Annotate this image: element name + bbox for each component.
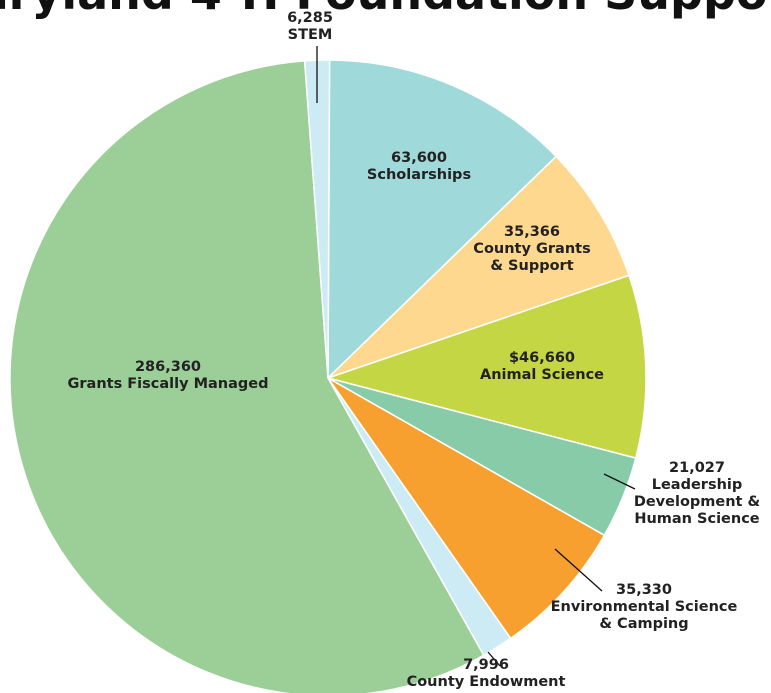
leader-line	[554, 548, 603, 592]
slice-label-stem: 6,285 STEM	[287, 10, 333, 43]
slice-value: 286,360	[135, 359, 201, 375]
slice-label-county-grants-support: 35,366 County Grants & Support	[473, 224, 590, 274]
slice-value: 35,366	[504, 224, 560, 240]
slice-label-environmental-science-camping: 35,330 Environmental Science & Camping	[551, 582, 738, 632]
slice-category: Human Science	[634, 511, 759, 527]
slice-value: 63,600	[391, 150, 447, 166]
chart-title: Maryland 4-H Foundation Support	[0, 0, 771, 20]
slice-category: County Endowment	[407, 674, 566, 690]
slice-value: 21,027	[669, 460, 725, 476]
pie-slice-environmental-science-camping	[327, 377, 606, 640]
slice-value: $46,660	[509, 350, 575, 366]
slice-label-scholarships: 63,600 Scholarships	[367, 150, 471, 183]
slice-value: 7,996	[463, 657, 509, 673]
pie-slice-grants-fiscally-managed	[9, 60, 485, 693]
slice-category: County Grants	[473, 241, 590, 257]
pie-slices	[9, 59, 647, 693]
leader-line	[603, 473, 636, 490]
slice-category: Animal Science	[480, 367, 604, 383]
slice-labels: 63,600 Scholarships 35,366 County Grants & S…	[67, 10, 760, 690]
slice-category: & Support	[490, 258, 573, 274]
slice-value: 35,330	[616, 582, 672, 598]
slice-label-county-endowment: 7,996 County Endowment	[407, 657, 566, 690]
slice-category: Scholarships	[367, 167, 471, 183]
slice-value: 6,285	[287, 10, 333, 26]
pie-slice-county-grants-support	[327, 155, 630, 379]
slice-label-grants-fiscally-managed: 286,360 Grants Fiscally Managed	[67, 359, 268, 392]
pie-slice-scholarships	[327, 59, 558, 380]
slice-category: Development &	[634, 494, 761, 510]
slice-category: Leadership	[652, 477, 743, 493]
slice-label-animal-science: $46,660 Animal Science	[480, 350, 604, 383]
leader-line	[487, 651, 501, 667]
slice-category: & Camping	[599, 616, 688, 632]
slice-label-leadership-development-human-science: 21,027 Leadership Development & Human Scien…	[634, 460, 761, 527]
pie-slice-animal-science	[325, 274, 647, 460]
slice-category: STEM	[288, 27, 333, 43]
leader-lines	[316, 46, 636, 667]
slice-category: Environmental Science	[551, 599, 738, 615]
slice-category: Grants Fiscally Managed	[67, 376, 268, 392]
